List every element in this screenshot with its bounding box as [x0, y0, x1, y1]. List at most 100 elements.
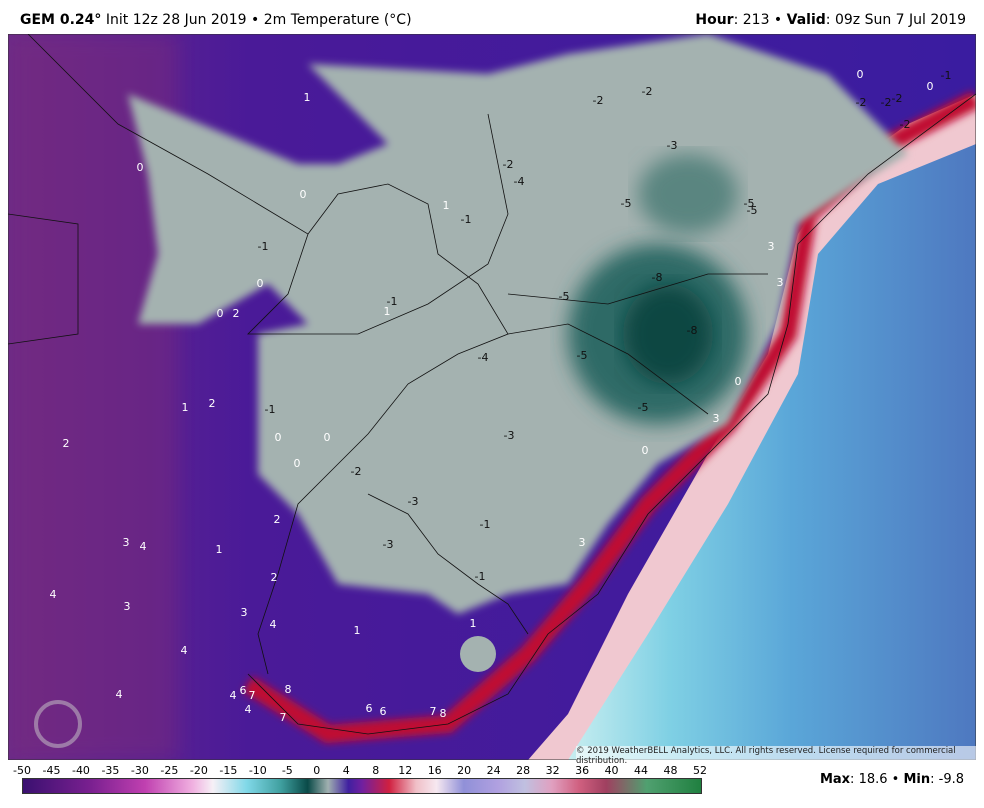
colorbar-label: -15	[219, 764, 238, 777]
copyright: © 2019 WeatherBELL Analytics, LLC. All r…	[576, 746, 984, 766]
colorbar-label: -35	[101, 764, 120, 777]
contour-label: -1	[480, 518, 491, 531]
model: GEM 0.24°	[20, 12, 102, 28]
contour-label: -2	[351, 465, 362, 478]
contour-label: -1	[258, 240, 269, 253]
contour-label: 2	[209, 397, 216, 410]
contour-label: 0	[324, 431, 331, 444]
contour-label: -3	[408, 495, 419, 508]
contour-label: 1	[216, 543, 223, 556]
hour: 213	[742, 12, 770, 28]
colorbar-label: 24	[486, 764, 501, 777]
contour-label: -8	[652, 271, 663, 284]
colorbar-label: 40	[604, 764, 619, 777]
contour-label: -1	[387, 295, 398, 308]
contour-label: 4	[230, 689, 237, 702]
contour-label: -2	[856, 96, 867, 109]
max-label: Max	[819, 772, 851, 787]
colorbar-label: -25	[160, 764, 179, 777]
contour-label: -5	[577, 349, 588, 362]
colorbar-label: -10	[248, 764, 267, 777]
contour-label: 8	[440, 707, 447, 720]
colorbar-labels: -50 -45 -40 -35 -30 -25 -20 -15 -10 -5 0 4 8 12 16 20 24…	[0, 764, 984, 778]
colorbar	[22, 778, 702, 794]
contour-label: 1	[182, 401, 189, 414]
contour-label: 4	[181, 644, 188, 657]
contour-label: -2	[642, 85, 653, 98]
contour-label: 0	[857, 68, 864, 81]
contour-label: -1	[265, 403, 276, 416]
contour-label: 1	[304, 91, 311, 104]
contour-label: 1	[470, 617, 477, 630]
contour-label: -1	[941, 69, 952, 82]
contour-label: 4	[270, 618, 277, 631]
colorbar-label: -30	[130, 764, 149, 777]
contour-label: 2	[271, 571, 278, 584]
colorbar-label: 4	[342, 764, 350, 777]
contour-label: 0	[642, 444, 649, 457]
contour-label: 3	[579, 536, 586, 549]
contour-label: -1	[475, 570, 486, 583]
init: Init 12z 28 Jun 2019	[105, 12, 247, 28]
contour-label: 4	[50, 588, 57, 601]
contour-label: -5	[638, 401, 649, 414]
max: 18.6	[858, 772, 888, 787]
contour-label: 2	[274, 513, 281, 526]
colorbar-label: 16	[427, 764, 442, 777]
contour-label: 0	[275, 431, 282, 444]
contour-label: 2	[63, 437, 70, 450]
contour-label: -3	[504, 429, 515, 442]
valid-label: Valid	[786, 12, 826, 28]
colorbar-label: 28	[516, 764, 531, 777]
contour-label: 4	[140, 540, 147, 553]
contour-label: -8	[687, 324, 698, 337]
contour-label: 3	[768, 240, 775, 253]
colorbar-label: 32	[545, 764, 560, 777]
contour-label: 6	[366, 702, 373, 715]
contour-label: 0	[294, 457, 301, 470]
contour-label: -4	[514, 175, 525, 188]
contour-label: 7	[280, 711, 287, 724]
colorbar-label: 36	[575, 764, 590, 777]
contour-label: -5	[744, 197, 755, 210]
logo	[34, 700, 82, 748]
contour-label: -2	[593, 94, 604, 107]
contour-label: 3	[241, 606, 248, 619]
contour-label: 4	[245, 703, 252, 716]
contour-label: -3	[667, 139, 678, 152]
colorbar-label: 0	[313, 764, 321, 777]
colorbar-label: 8	[372, 764, 380, 777]
colorbar-label: 48	[663, 764, 678, 777]
contour-label: 4	[116, 688, 123, 701]
colorbar-label: -20	[189, 764, 208, 777]
contour-label: 7	[249, 689, 256, 702]
contour-label: -2	[892, 92, 903, 105]
contour-label: 0	[927, 80, 934, 93]
contour-label: 0	[217, 307, 224, 320]
contour-label: -2	[900, 118, 911, 131]
colorbar-label: -45	[42, 764, 61, 777]
colorbar-label: 12	[398, 764, 413, 777]
contour-label: 6	[380, 705, 387, 718]
contour-label: 3	[124, 600, 131, 613]
colorbar-label: -5	[281, 764, 293, 777]
contour-label: -2	[881, 96, 892, 109]
contour-label: 3	[777, 276, 784, 289]
contour-label: 0	[300, 188, 307, 201]
contour-label: -4	[478, 351, 489, 364]
contour-label: -5	[747, 204, 758, 217]
contour-label: 3	[713, 412, 720, 425]
contour-label: 0	[137, 161, 144, 174]
colorbar-label: -50	[13, 764, 31, 777]
contour-label: -2	[503, 158, 514, 171]
contour-label: 0	[735, 375, 742, 388]
contour-label: -5	[559, 290, 570, 303]
contour-label: 8	[285, 683, 292, 696]
colorbar-label: 52	[693, 764, 707, 777]
contour-label: 1	[443, 199, 450, 212]
contour-label: -3	[383, 538, 394, 551]
contour-label: -5	[621, 197, 632, 210]
min-label: Min	[903, 772, 931, 787]
